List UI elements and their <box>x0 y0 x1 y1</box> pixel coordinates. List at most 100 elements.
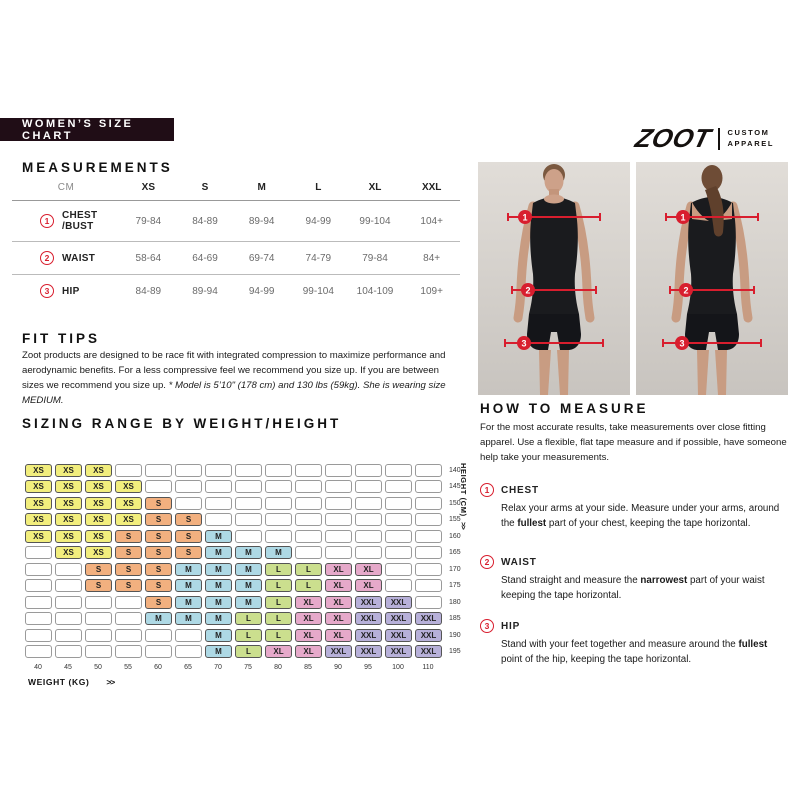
back-tank-top <box>687 197 737 314</box>
weight-tick-label: 110 <box>422 664 434 671</box>
grid-cell <box>55 562 82 576</box>
weight-tick-label: 65 <box>184 664 192 671</box>
grid-cell: M <box>145 612 172 626</box>
grid-cell: S <box>145 579 172 593</box>
grid-cell: S <box>145 496 172 510</box>
step-instructions: Relax your arms at your side. Measure un… <box>501 502 788 531</box>
grid-cell <box>385 546 412 560</box>
grid-cell <box>415 496 442 510</box>
step-instructions: Stand straight and measure the narrowest… <box>501 574 788 603</box>
grid-cell <box>145 463 172 477</box>
grid-row: XS XS XS XS 145 <box>25 479 461 496</box>
grid-cell: XL <box>325 612 352 626</box>
height-tick-label: 195 <box>449 648 461 656</box>
grid-row: XS XS XS XS S 150 <box>25 495 461 512</box>
measurement-row: 3 HIP 84-89 89-94 94-99 99-104 104-109 109+ <box>12 275 460 307</box>
page-title-banner: WOMEN’S SIZE CHART <box>0 118 174 142</box>
grid-cell: XS <box>55 513 82 527</box>
grid-cell: XL <box>355 562 382 576</box>
grid-cell: XS <box>25 496 52 510</box>
back-left-arm <box>671 201 696 323</box>
measurement-value: 89-94 <box>192 285 218 297</box>
grid-cell: S <box>175 546 202 560</box>
grid-cell: XXL <box>385 612 412 626</box>
front-chest-marker <box>518 210 532 224</box>
grid-cell: XS <box>55 529 82 543</box>
how-to-measure-heading: HOW TO MEASURE <box>480 401 649 416</box>
step-text-after: point of the hip, keeping the tape horiz… <box>501 653 692 665</box>
measure-step: 1 CHEST Relax your arms at your side. Meas… <box>480 483 788 531</box>
step-text-before: Stand straight and measure the <box>501 575 641 586</box>
step-bold-word: fullest <box>738 639 768 650</box>
grid-cell <box>55 612 82 626</box>
grid-cell: L <box>295 562 322 576</box>
grid-cell: XS <box>55 463 82 477</box>
grid-cell: M <box>205 612 232 626</box>
back-shorts <box>685 314 739 350</box>
front-hip-marker <box>517 336 531 350</box>
weight-axis-arrow: >> <box>106 677 115 687</box>
svg-text:2: 2 <box>683 285 688 295</box>
grid-cell: M <box>205 562 232 576</box>
grid-cell <box>55 628 82 642</box>
grid-row: XS XS XS XS S S 155 <box>25 512 461 529</box>
measurement-value: 74-79 <box>305 252 332 264</box>
grid-cell <box>175 496 202 510</box>
grid-cell <box>145 480 172 494</box>
measurement-value: 104+ <box>420 215 443 227</box>
grid-cell <box>25 546 52 560</box>
size-column-header: XS <box>141 182 155 193</box>
height-tick-label: 145 <box>449 483 461 491</box>
row-number-badge: 2 <box>40 251 54 265</box>
grid-cell: XS <box>55 496 82 510</box>
grid-cell <box>85 595 112 609</box>
measurement-value: 84+ <box>423 252 441 264</box>
svg-text:1: 1 <box>680 212 685 222</box>
height-tick-label: 160 <box>449 532 461 540</box>
grid-cell <box>355 546 382 560</box>
grid-row: S S S M M M L L XL XL 170 <box>25 561 461 578</box>
step-text-after: part of your chest, keeping the tape hor… <box>546 517 751 529</box>
grid-cell <box>385 513 412 527</box>
step-bold-word: fullest <box>517 517 547 529</box>
row-label-cell: 3 HIP <box>12 284 120 298</box>
measurement-value: 69-74 <box>248 252 275 264</box>
size-grid: XS XS XS 140 XS XS XS XS 145 XS XS XS XS S 150 XS XS XS XS… <box>25 462 461 660</box>
grid-row: S S S M M M L L XL XL 175 <box>25 578 461 595</box>
grid-cell: XS <box>115 480 142 494</box>
step-header: 1 CHEST <box>480 483 788 497</box>
weight-tick-label: 75 <box>244 664 252 671</box>
grid-cell <box>25 612 52 626</box>
grid-cell: L <box>265 562 292 576</box>
grid-cell <box>325 496 352 510</box>
grid-cell <box>385 496 412 510</box>
row-number-badge: 1 <box>40 214 54 228</box>
height-axis-arrow: >> <box>459 521 468 529</box>
logo-divider <box>718 127 720 150</box>
grid-cell <box>55 579 82 593</box>
height-tick-label: 165 <box>449 549 461 557</box>
measurement-value: 104-109 <box>356 285 394 297</box>
zoot-wordmark: ZOOT <box>632 123 714 153</box>
grid-cell <box>205 496 232 510</box>
step-title: HIP <box>501 620 521 632</box>
grid-cell <box>265 529 292 543</box>
grid-cell <box>415 480 442 494</box>
grid-cell <box>85 645 112 659</box>
step-number-badge: 2 <box>480 555 494 569</box>
back-right-arm <box>728 201 753 323</box>
grid-cell <box>55 595 82 609</box>
measurements-body: 1 CHEST /BUST 79-84 84-89 89-94 94-99 99-104 10… <box>12 201 460 307</box>
measurements-heading: MEASUREMENTS <box>22 160 173 175</box>
fit-tips-heading: FIT TIPS <box>22 331 100 346</box>
grid-cell <box>25 645 52 659</box>
grid-cell: XXL <box>325 645 352 659</box>
model-photos: 1 2 3 1 <box>478 162 788 395</box>
grid-cell: M <box>205 595 232 609</box>
grid-cell: XL <box>325 628 352 642</box>
grid-row: S M M M L XL XL XXL XXL 180 <box>25 594 461 611</box>
grid-cell <box>415 513 442 527</box>
grid-cell: M <box>205 645 232 659</box>
grid-cell: XS <box>85 496 112 510</box>
weight-tick-label: 55 <box>124 664 132 671</box>
